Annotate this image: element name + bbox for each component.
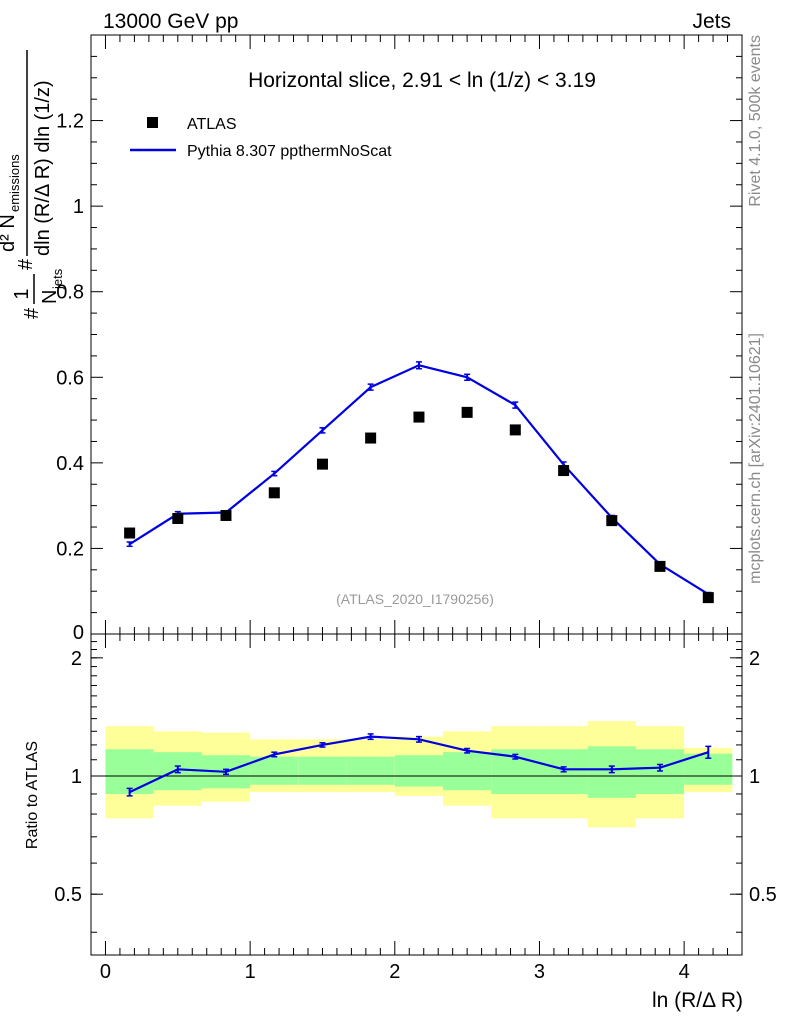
atlas-data-point: [606, 515, 618, 527]
ratio-band-inner: [105, 749, 154, 794]
ratio-band-inner: [298, 756, 347, 785]
ratio-y-tick-label-right: 0.5: [749, 884, 777, 906]
ratio-y-tick-label: 0.5: [54, 884, 82, 906]
x-tick-label: 1: [245, 961, 256, 983]
main-y-axis-label: # 1 N jets # d² N emissions dln (R/Δ R) …: [0, 50, 65, 319]
atlas-data-point: [268, 487, 280, 499]
legend-pythia-label: Pythia 8.307 ppthermNoScat: [187, 143, 392, 160]
ylabel-frac2-den: dln (R/Δ R) dln (1/z): [32, 80, 54, 256]
ylabel-frac1-den: N: [39, 290, 61, 304]
main-y-tick-label: 0.4: [56, 453, 84, 475]
ylabel-prefix: #: [21, 307, 43, 319]
x-tick-label: 3: [534, 961, 545, 983]
atlas-data-point: [172, 512, 184, 524]
header-right: Jets: [692, 10, 731, 33]
ratio-band-inner: [442, 752, 492, 791]
ylabel-hash: #: [15, 258, 37, 270]
main-y-tick-label: 0.2: [56, 538, 84, 560]
atlas-data-point: [509, 424, 521, 436]
main-panel: 0.2 0.4 0.6 0.8 1 1.2 0: [56, 34, 743, 644]
atlas-data-point: [413, 411, 425, 423]
ratio-y-tick-label: 2: [71, 648, 82, 670]
ylabel-frac1-den-sub: jets: [50, 268, 65, 290]
x-tick-label: 2: [389, 961, 400, 983]
ratio-y-tick-label: 1: [71, 766, 82, 788]
atlas-data-point: [124, 527, 136, 539]
x-axis-label: ln (R/Δ R): [652, 989, 743, 1012]
main-y-tick-label: 1.2: [56, 111, 84, 133]
legend: ATLAS Pythia 8.307 ppthermNoScat: [130, 116, 392, 160]
atlas-data-point: [558, 465, 570, 477]
header-left: 13000 GeV pp: [103, 10, 238, 33]
ratio-panel: 0.5 0.5 1 1 2 2 0 1 2 3 4: [54, 633, 777, 983]
main-y-tick-label-zero: 0: [73, 622, 84, 644]
chart-title: Horizontal slice, 2.91 < ln (1/z) < 3.19: [248, 69, 596, 92]
analysis-tag: (ATLAS_2020_I1790256): [336, 591, 494, 607]
atlas-data-point: [365, 432, 377, 444]
legend-atlas-marker: [147, 117, 158, 128]
mcplots-info: mcplots.cern.ch [arXiv:2401.10621]: [747, 333, 764, 584]
ylabel-frac1-num: 1: [11, 288, 33, 299]
ratio-band-inner: [346, 756, 395, 785]
main-y-tick-label: 0.8: [56, 282, 84, 304]
x-tick-label: 4: [679, 961, 690, 983]
rivet-info: Rivet 4.1.0, 500k events: [747, 35, 764, 207]
atlas-data-point: [654, 560, 666, 572]
ratio-y-tick-label-right: 1: [749, 766, 760, 788]
main-y-tick-label: 1: [73, 196, 84, 218]
atlas-data-point: [461, 406, 473, 418]
ylabel-frac2-num: d² N: [0, 214, 19, 252]
atlas-data-point: [220, 509, 232, 521]
mc-series-line: [129, 364, 709, 596]
ratio-band-inner: [394, 755, 443, 787]
atlas-data-point: [702, 592, 714, 604]
ratio-y-tick-label-right: 2: [749, 648, 760, 670]
legend-atlas-label: ATLAS: [187, 116, 237, 133]
main-y-tick-label: 0.6: [56, 367, 84, 389]
atlas-data-point: [316, 458, 328, 470]
x-tick-label: 0: [100, 961, 111, 983]
ylabel-frac2-num-sub: emissions: [7, 154, 22, 212]
ratio-y-axis-label: Ratio to ATLAS: [24, 741, 41, 849]
ratio-frame: [90, 633, 743, 956]
